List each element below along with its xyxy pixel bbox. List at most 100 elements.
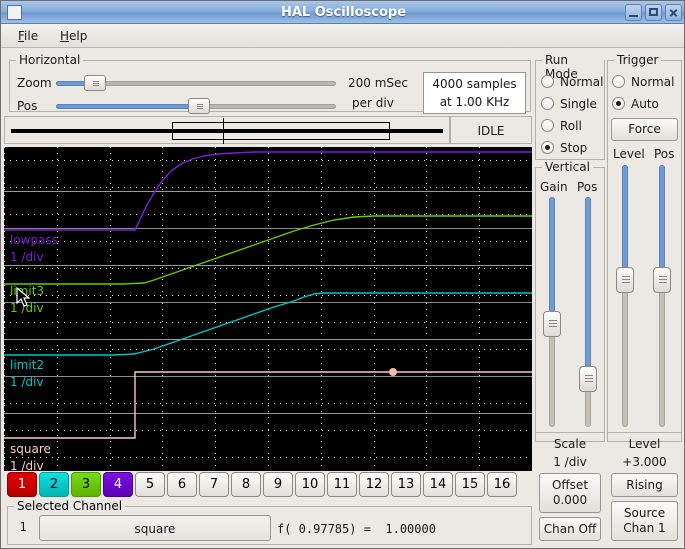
trigger-source-button[interactable]: Source Chan 1 xyxy=(611,501,678,541)
trigger-normal-dot xyxy=(612,75,625,88)
trigger-pos-knob[interactable] xyxy=(653,267,671,294)
trigger-level-slider[interactable] xyxy=(614,165,636,427)
trigger-pos-fill xyxy=(659,165,665,281)
trigger-pos-slider-label: Pos xyxy=(654,147,675,161)
timebase-value: 200 mSec xyxy=(348,76,409,90)
vertical-offset-line1: Offset xyxy=(551,478,589,492)
status-badge: IDLE xyxy=(450,116,532,144)
selected-channel-group: Selected Channel xyxy=(7,499,532,545)
vertical-offset-button[interactable]: Offset 0.000 xyxy=(539,473,601,513)
trace-scale-lowpass: 1 /div xyxy=(10,250,44,264)
menu-help[interactable]: Help xyxy=(60,29,88,43)
channel-button-15[interactable]: 15 xyxy=(455,472,485,497)
channel-button-9[interactable]: 9 xyxy=(263,472,293,497)
trigger-level-value: +3.000 xyxy=(622,455,667,469)
trigger-source-line1: Source xyxy=(623,506,666,520)
horizontal-pos-fill xyxy=(56,104,199,109)
window-buttons xyxy=(625,4,682,21)
vertical-divider xyxy=(536,432,604,433)
channel-button-16[interactable]: 16 xyxy=(487,472,517,497)
horizontal-pos-slider[interactable] xyxy=(56,98,336,114)
trigger-normal-label: Normal xyxy=(631,75,675,89)
menu-bar: File Help xyxy=(1,24,684,48)
run-mode-roll-label: Roll xyxy=(560,119,582,133)
scope-display[interactable]: lowpass 1 /div limit3 1 /div limit2 1 /div squ… xyxy=(4,147,532,471)
close-icon[interactable] xyxy=(665,4,682,21)
channel-button-3[interactable]: 3 xyxy=(71,472,101,497)
timebase-unit: per div xyxy=(352,96,394,110)
run-mode-stop-label: Stop xyxy=(560,141,588,155)
force-trigger-button[interactable]: Force xyxy=(611,118,678,141)
run-mode-normal-label: Normal xyxy=(560,75,604,89)
mouse-cursor-icon xyxy=(16,287,30,307)
trace-label-square: square xyxy=(10,442,51,456)
run-mode-normal-dot xyxy=(541,75,554,88)
vertical-gain-fill xyxy=(549,197,555,324)
trigger-auto-label: Auto xyxy=(631,97,659,111)
trigger-level-knob[interactable] xyxy=(616,267,634,294)
chan-off-button[interactable]: Chan Off xyxy=(539,517,601,541)
vertical-pos-slider[interactable] xyxy=(577,197,599,427)
horizontal-pos-knob[interactable] xyxy=(187,98,210,114)
trigger-edge-button[interactable]: Rising xyxy=(611,473,678,497)
trigger-level-fill xyxy=(622,165,628,281)
trigger-pos-slider[interactable] xyxy=(651,165,673,427)
trigger-auto-dot xyxy=(612,97,625,110)
zoom-slider[interactable] xyxy=(56,75,336,91)
trigger-tick xyxy=(223,118,224,144)
selected-channel-title: Selected Channel xyxy=(14,499,126,513)
channel-button-5[interactable]: 5 xyxy=(135,472,165,497)
maximize-icon[interactable] xyxy=(645,4,662,21)
channel-button-6[interactable]: 6 xyxy=(167,472,197,497)
trigger-level-caption: Level xyxy=(628,437,661,451)
channel-button-13[interactable]: 13 xyxy=(391,472,421,497)
run-mode-roll-dot xyxy=(541,119,554,132)
trace-label-limit2: limit2 xyxy=(10,358,45,372)
scope-canvas xyxy=(4,147,532,471)
run-mode-stop-dot xyxy=(541,141,554,154)
vertical-pos-label: Pos xyxy=(577,180,598,194)
run-mode-single-label: Single xyxy=(560,97,597,111)
horizontal-group-title: Horizontal xyxy=(16,53,84,67)
minimize-icon[interactable] xyxy=(625,4,642,21)
trace-scale-square: 1 /div xyxy=(10,459,44,471)
channel-button-2[interactable]: 2 xyxy=(39,472,69,497)
trace-label-lowpass: lowpass xyxy=(10,233,58,247)
channel-button-1[interactable]: 1 xyxy=(7,472,37,497)
vertical-group-title: Vertical xyxy=(542,160,593,174)
trigger-group-title: Trigger xyxy=(614,53,662,67)
record-position-strip[interactable] xyxy=(4,116,450,144)
trace-scale-limit3: 1 /div xyxy=(10,301,44,315)
selected-channel-number: 1 xyxy=(19,520,27,534)
zoom-label: Zoom xyxy=(17,76,52,90)
window-icon xyxy=(7,5,22,20)
channel-button-4[interactable]: 4 xyxy=(103,472,133,497)
vertical-gain-slider[interactable] xyxy=(541,197,563,427)
channel-button-11[interactable]: 11 xyxy=(327,472,357,497)
channel-button-14[interactable]: 14 xyxy=(423,472,453,497)
vertical-gain-knob[interactable] xyxy=(543,310,561,337)
sample-count: 4000 samples xyxy=(432,77,517,91)
trace-scale-limit2: 1 /div xyxy=(10,375,44,389)
channel-button-8[interactable]: 8 xyxy=(231,472,261,497)
record-bar xyxy=(11,129,443,133)
pos-label: Pos xyxy=(17,99,38,113)
window-title: HAL Oscilloscope xyxy=(280,5,407,20)
vertical-pos-fill xyxy=(585,197,591,379)
trigger-level-slider-label: Level xyxy=(613,147,645,161)
channel-button-7[interactable]: 7 xyxy=(199,472,229,497)
menu-file[interactable]: File xyxy=(18,29,39,43)
channel-button-10[interactable]: 10 xyxy=(295,472,325,497)
zoom-slider-knob[interactable] xyxy=(84,75,107,91)
record-window[interactable] xyxy=(172,122,390,140)
sample-rate-panel: 4000 samples at 1.00 KHz xyxy=(423,72,526,114)
horizontal-group: Horizontal xyxy=(9,53,531,112)
trigger-group: Trigger xyxy=(607,53,682,442)
vertical-pos-knob[interactable] xyxy=(579,365,597,392)
vertical-gain-label: Gain xyxy=(540,180,568,194)
run-mode-single-dot xyxy=(541,97,554,110)
signal-name-button[interactable]: square xyxy=(39,515,271,541)
channel-button-12[interactable]: 12 xyxy=(359,472,389,497)
vertical-group: Vertical xyxy=(535,160,605,442)
